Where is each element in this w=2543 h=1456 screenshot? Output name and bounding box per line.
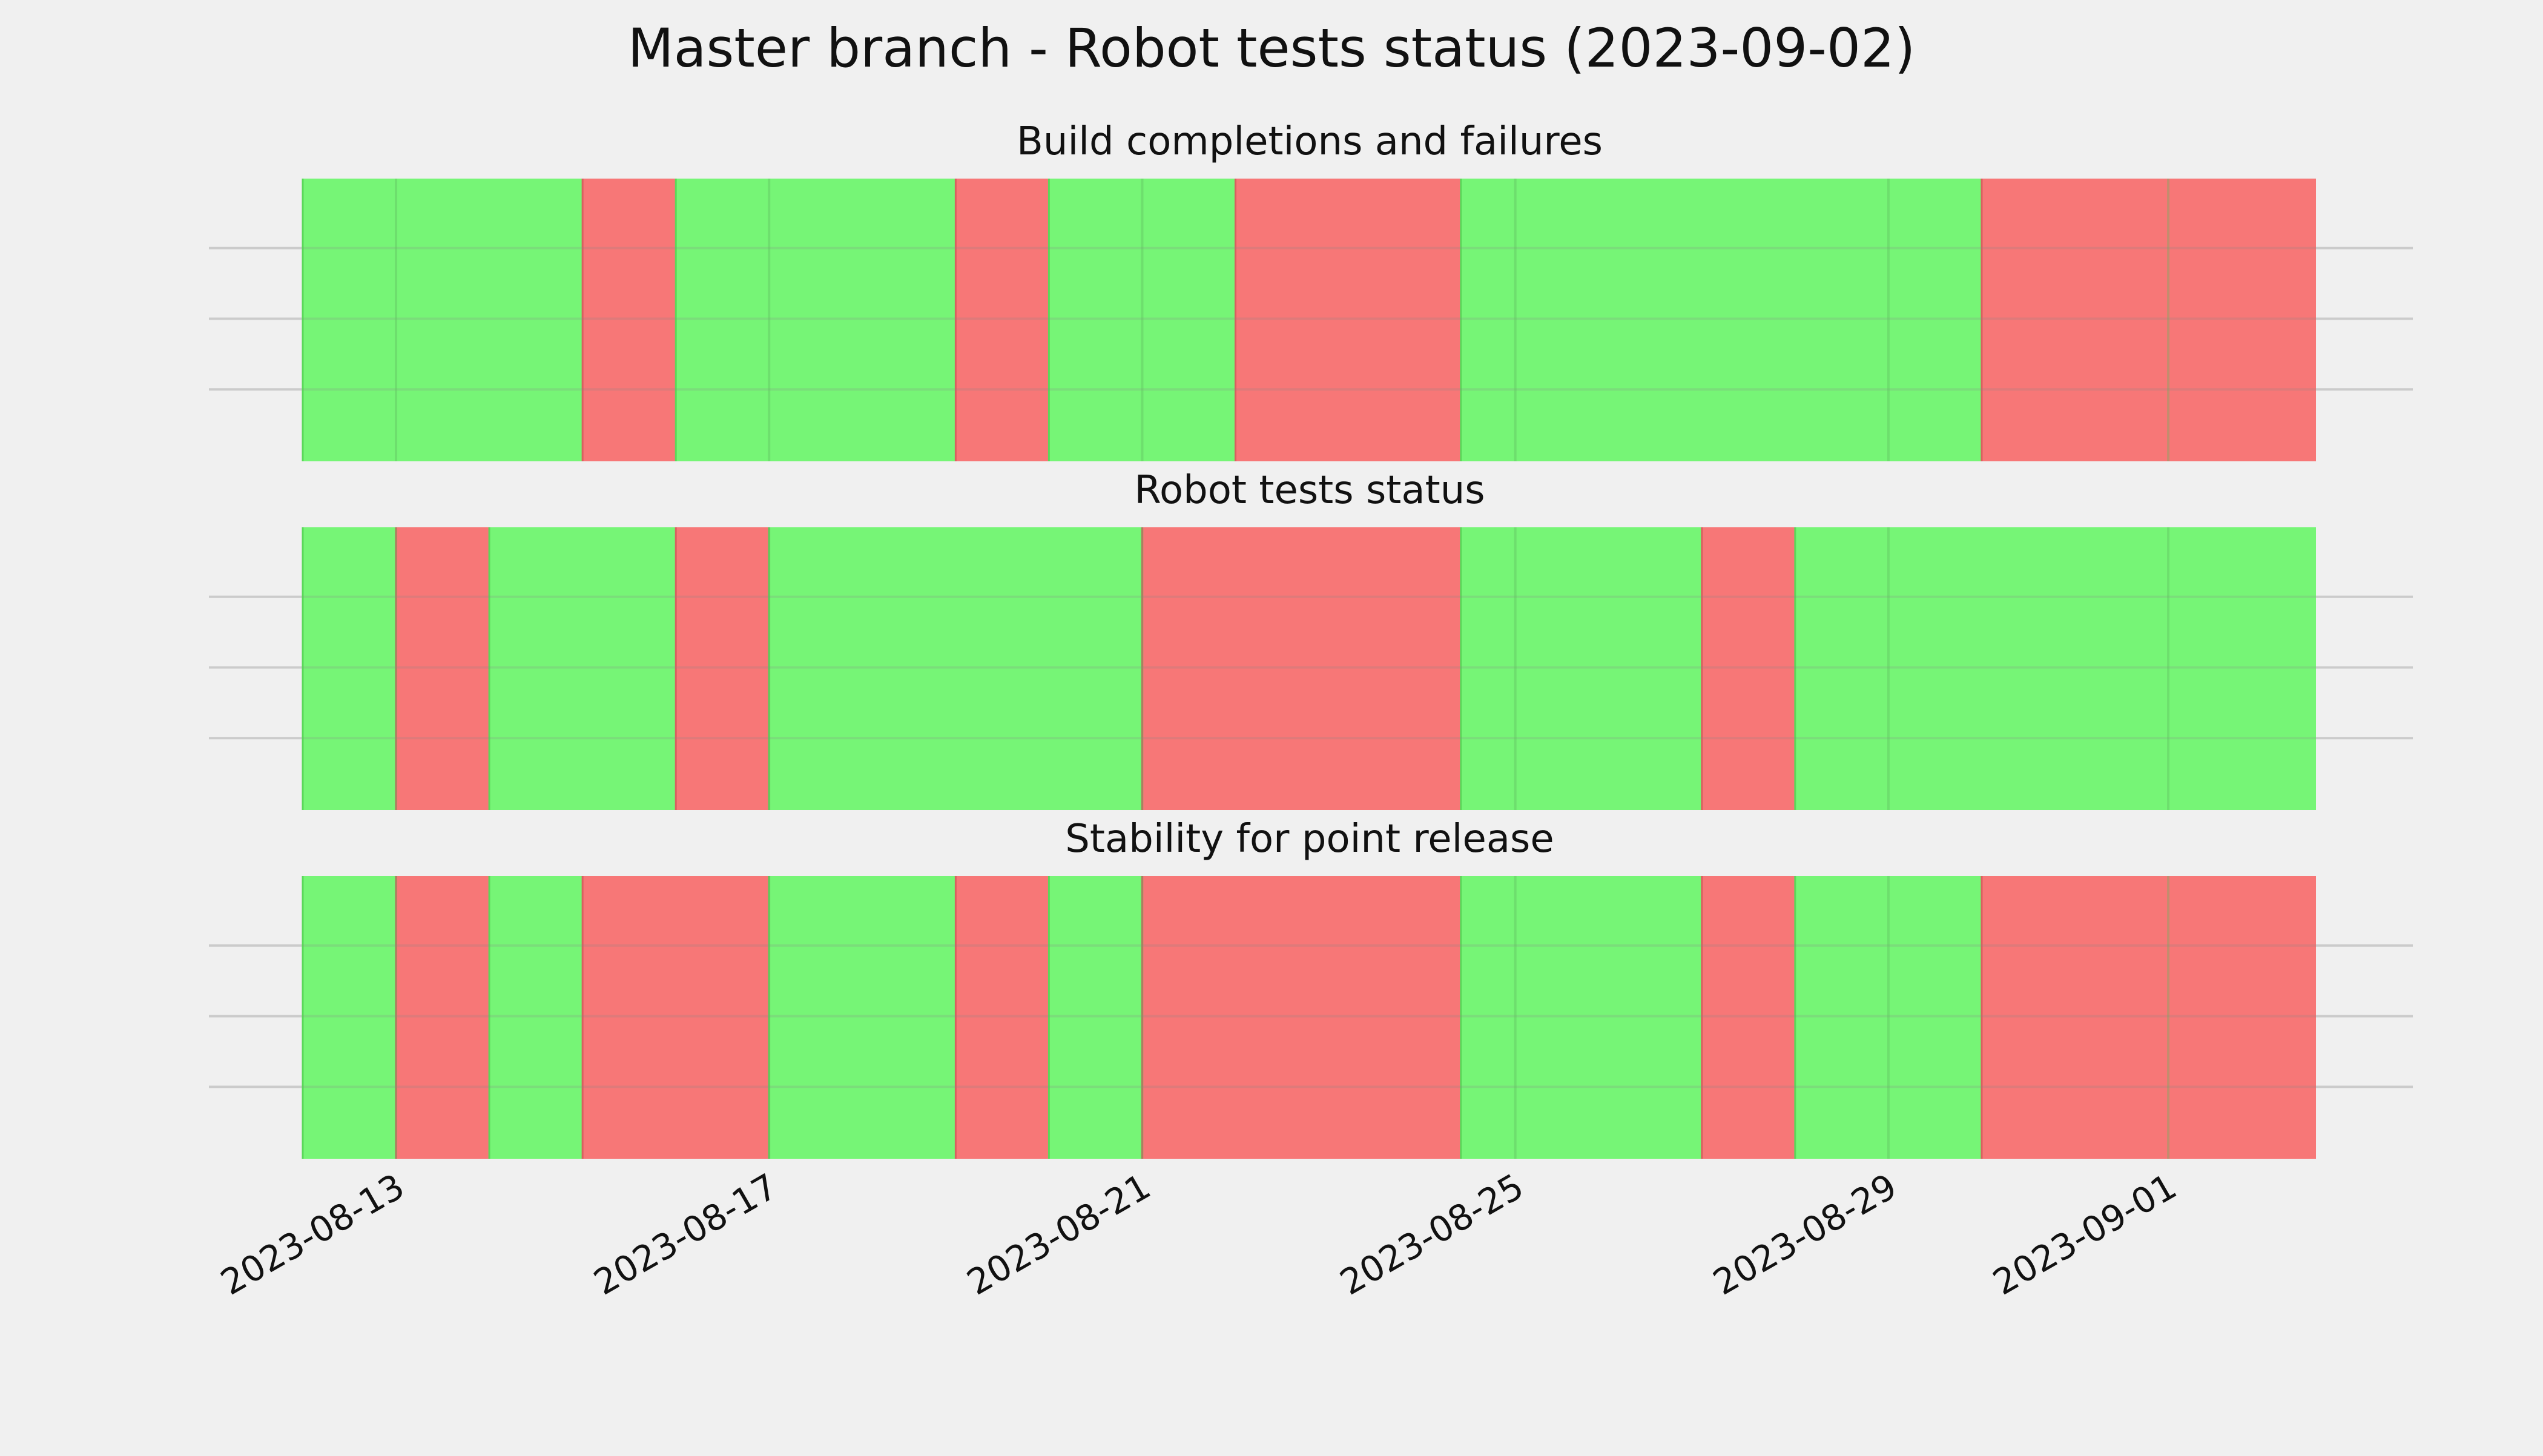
status-panel: Build completions and failures [209, 119, 2413, 461]
pass-segment [303, 179, 583, 461]
pass-segment [676, 179, 956, 461]
fail-segment [396, 876, 490, 1159]
fail-segment [1142, 527, 1461, 810]
pass-segment [1049, 179, 1236, 461]
fail-segment [676, 527, 770, 810]
pass-segment [769, 527, 1143, 810]
pass-segment [1049, 876, 1143, 1159]
fail-segment [582, 179, 676, 461]
panel-title: Stability for point release [1065, 817, 1554, 861]
panel-title: Robot tests status [1134, 468, 1485, 513]
status-panel: Robot tests status [209, 468, 2413, 810]
fail-segment [1142, 876, 1461, 1159]
pass-segment [489, 876, 583, 1159]
pass-segment [1795, 876, 1982, 1159]
x-tick-label: 2023-09-01 [1986, 1165, 2183, 1303]
fail-segment [1235, 179, 1461, 461]
fail-segment [955, 876, 1049, 1159]
fail-segment [1701, 527, 1795, 810]
x-tick-label: 2023-08-29 [1706, 1165, 1904, 1303]
pass-segment [1460, 179, 1982, 461]
fail-segment [1701, 876, 1795, 1159]
fail-segment [1981, 179, 2316, 461]
fail-segment [1981, 876, 2316, 1159]
pass-segment [1795, 527, 2316, 810]
panels-layer: Build completions and failures Robot test… [209, 119, 2413, 1159]
x-tick-labels: 2023-08-13 2023-08-17 2023-08-21 2023-08-25… [214, 1165, 2183, 1303]
chart-title: Master branch - Robot tests status (2023… [628, 17, 1916, 79]
pass-segment [489, 527, 676, 810]
panel-title: Build completions and failures [1017, 119, 1603, 164]
pass-segment [303, 527, 397, 810]
fail-segment [582, 876, 770, 1159]
x-tick-label: 2023-08-25 [1333, 1165, 1531, 1303]
fail-segment [955, 179, 1049, 461]
fail-segment [396, 527, 490, 810]
pass-segment [769, 876, 956, 1159]
pass-segment [303, 876, 397, 1159]
pass-segment [1460, 876, 1702, 1159]
status-panel: Stability for point release [209, 817, 2413, 1159]
pass-segment [1460, 527, 1702, 810]
x-tick-label: 2023-08-13 [214, 1165, 411, 1303]
x-tick-label: 2023-08-21 [960, 1165, 1158, 1303]
x-tick-label: 2023-08-17 [587, 1165, 784, 1303]
